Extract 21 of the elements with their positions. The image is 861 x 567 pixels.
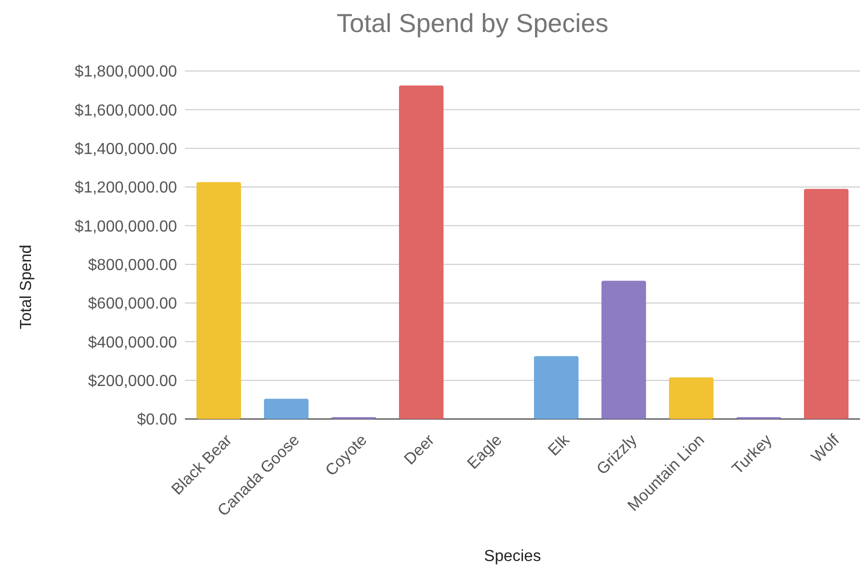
y-tick-label: $1,200,000.00	[74, 180, 178, 197]
y-tick-label: $800,000.00	[88, 256, 178, 274]
x-tick-label: Elk	[545, 431, 574, 460]
bar	[534, 356, 579, 419]
bar	[398, 86, 444, 419]
bar	[668, 377, 714, 419]
bar	[196, 182, 242, 419]
y-tick-label: $1,400,000.00	[74, 140, 178, 158]
y-tick-label: $600,000.00	[88, 296, 178, 313]
x-axis-title: Species	[484, 548, 541, 565]
y-axis-title: Total Spend	[18, 244, 35, 330]
y-tick-label: $200,000.00	[88, 372, 178, 390]
y-tick-label: $400,000.00	[88, 334, 178, 352]
chart-title: Total Spend by Species	[336, 8, 608, 38]
y-tick-label: $1,800,000.00	[74, 64, 178, 81]
bar	[601, 280, 646, 419]
y-tick-label: $1,000,000.00	[74, 218, 178, 236]
bar	[264, 398, 309, 419]
y-tick-label: $1,600,000.00	[74, 102, 178, 120]
bar	[804, 188, 849, 419]
y-tick-label: $0.00	[136, 412, 178, 429]
